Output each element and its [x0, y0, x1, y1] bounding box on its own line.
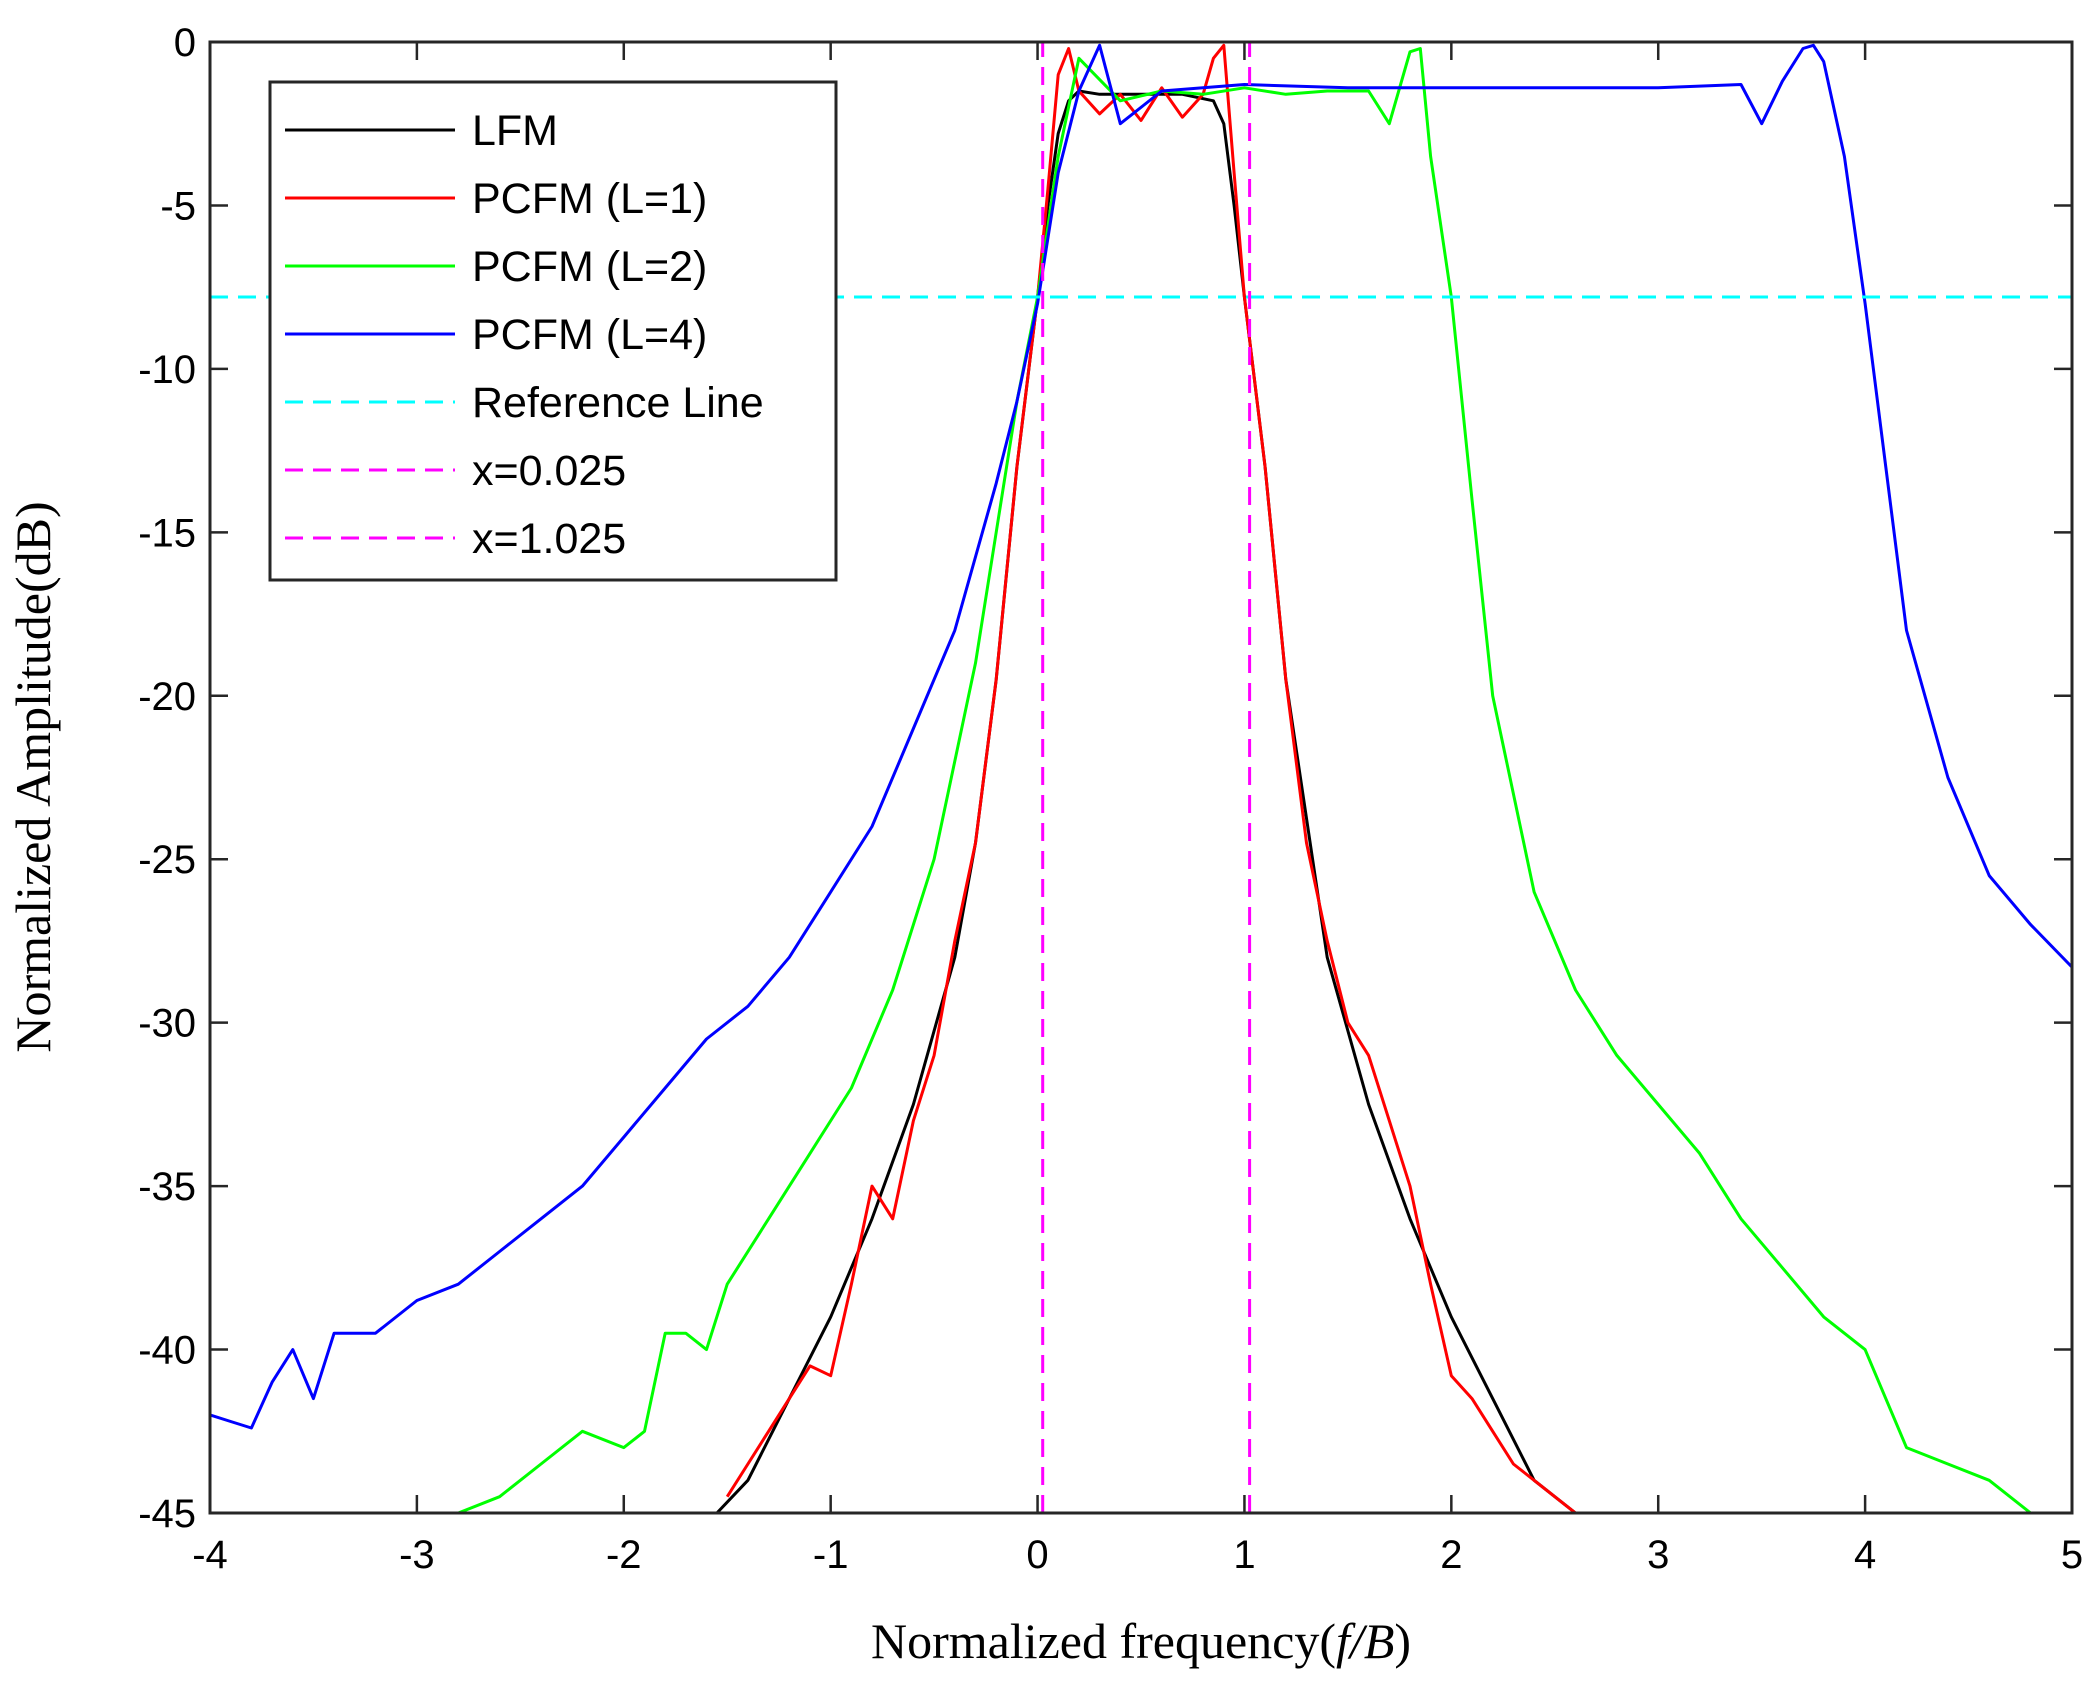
y-tick-label: 0 [174, 21, 196, 65]
series-line-pcfm-l-1 [725, 43, 1577, 1513]
y-tick-label: -30 [138, 1002, 196, 1046]
x-tick-label: 1 [1233, 1533, 1255, 1577]
legend-label-pcfm-l-2: PCFM (L=2) [472, 243, 707, 291]
x-tick-label: -3 [399, 1533, 435, 1577]
x-tick-label: 2 [1440, 1533, 1462, 1577]
legend-label-x-1-025: x=1.025 [472, 515, 626, 563]
y-tick-label: -35 [138, 1165, 196, 1209]
legend-label-pcfm-l-4: PCFM (L=4) [472, 311, 707, 359]
legend-label-lfm: LFM [472, 107, 558, 155]
x-axis-label: Normalized frequency(f/B) [871, 1613, 1411, 1669]
legend-label-x-0-025: x=0.025 [472, 447, 626, 495]
legend-label-reference-line: Reference Line [472, 379, 764, 427]
y-axis-label: Normalized Amplitude(dB) [5, 501, 61, 1052]
series-line-pcfm-l-4 [210, 43, 2072, 1430]
x-tick-label: 0 [1026, 1533, 1048, 1577]
legend-label-pcfm-l-1: PCFM (L=1) [472, 175, 707, 223]
series-line-lfm [715, 89, 1577, 1513]
y-tick-label: -25 [138, 838, 196, 882]
y-tick-label: -5 [160, 184, 196, 228]
legend-box [268, 80, 838, 582]
x-tick-label: 3 [1647, 1533, 1669, 1577]
y-tick-label: -15 [138, 511, 196, 555]
x-tick-label: -4 [192, 1533, 228, 1577]
y-tick-label: -10 [138, 348, 196, 392]
ticks-layer: -4 -3 -2 -1 0 1 2 3 4 50-5-10-15-20-25-30-35-40-4… [138, 21, 2083, 1577]
series-line-pcfm-l-2 [457, 47, 2032, 1513]
x-tick-label: -1 [813, 1533, 849, 1577]
x-tick-label: -2 [606, 1533, 642, 1577]
x-tick-label: 4 [1854, 1533, 1876, 1577]
legend: LFM PCFM (L=1) PCFM (L=2) PCFM (L=4) Referen… [268, 80, 838, 582]
x-tick-label: 5 [2061, 1533, 2083, 1577]
y-tick-label: -40 [138, 1329, 196, 1373]
y-tick-label: -45 [138, 1492, 196, 1536]
y-tick-label: -20 [138, 675, 196, 719]
axes-box [208, 40, 2074, 1515]
